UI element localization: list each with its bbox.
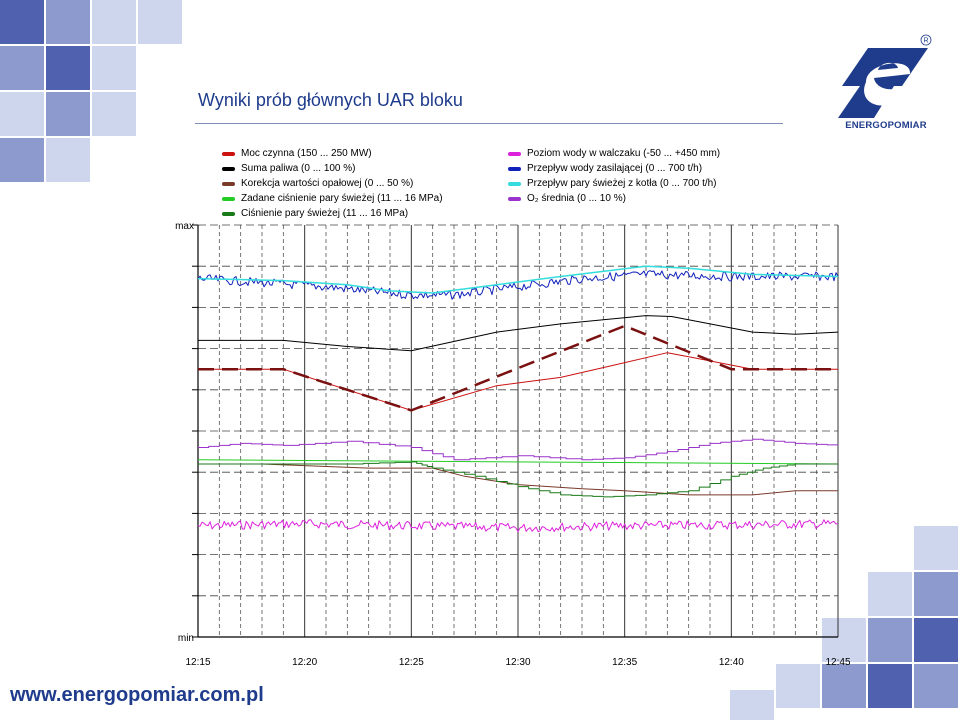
decorative-square (0, 138, 44, 182)
legend-swatch (508, 196, 521, 201)
series-line (198, 463, 838, 496)
series-line (198, 315, 839, 352)
series-line (197, 270, 839, 300)
legend-swatch (222, 211, 235, 216)
legend-item: Przepływ wody zasilającej (0 ... 700 t/h… (508, 161, 720, 176)
decorative-square (0, 46, 44, 90)
logo-wordmark: ENERGOPOMIAR (845, 120, 927, 131)
legend-label: Moc czynna (150 ... 250 MW) (241, 148, 372, 159)
legend-label: Poziom wody w walczaku (-50 ... +450 mm) (527, 148, 721, 159)
decorative-square (868, 664, 912, 708)
legend-item: Ciśnienie pary świeżej (11 ... 16 MPa) (222, 206, 443, 221)
energopomiar-logo: R (838, 34, 932, 118)
x-tick-label: 12:30 (505, 657, 530, 668)
decorative-square (46, 46, 90, 90)
series-line (197, 438, 839, 461)
decorative-square (0, 0, 44, 44)
chart-axes (192, 224, 838, 638)
chart-series (197, 265, 839, 533)
decorative-square (0, 92, 44, 136)
decorative-square (776, 664, 820, 708)
y-tick-label: min (178, 633, 194, 644)
legend-label: Suma paliwa (0 ... 100 %) (241, 163, 356, 174)
registered-letter: R (923, 38, 928, 45)
x-tick-label: 12:35 (612, 657, 637, 668)
registered-mark (920, 34, 932, 46)
website-url: www.energopomiar.com.pl (10, 684, 264, 706)
legend-right: Poziom wody w walczaku (-50 ... +450 mm)… (508, 146, 720, 206)
legend-swatch (222, 196, 235, 201)
series-line (197, 461, 838, 498)
decorative-square (46, 0, 90, 44)
legend-item: Przepływ pary świeżej z kotła (0 ... 700… (508, 176, 720, 191)
decorative-square (92, 92, 136, 136)
y-tick-label: max (175, 221, 194, 232)
legend-label: Ciśnienie pary świeżej (11 ... 16 MPa) (241, 208, 409, 219)
decorative-square (822, 618, 866, 662)
decorative-square (914, 526, 958, 570)
legend-label: Przepływ wody zasilającej (0 ... 700 t/h… (527, 163, 703, 174)
x-tick-label: 12:25 (399, 657, 424, 668)
legend-swatch (222, 166, 235, 171)
decorative-square (914, 618, 958, 662)
decorative-square (46, 138, 90, 182)
series-line (197, 459, 839, 465)
legend-label: Przepływ pary świeżej z kotła (0 ... 700… (527, 178, 717, 189)
page-title: Wyniki prób głównych UAR bloku (198, 90, 463, 110)
decorative-square (92, 0, 136, 44)
title-divider (195, 123, 783, 124)
x-tick-label: 12:20 (292, 657, 317, 668)
legend-item: Moc czynna (150 ... 250 MW) (222, 146, 443, 161)
legend-swatch (222, 181, 235, 186)
legend-item: Suma paliwa (0 ... 100 %) (222, 161, 443, 176)
decorative-square (868, 618, 912, 662)
series-line (198, 324, 838, 412)
legend-swatch (508, 166, 521, 171)
x-tick-label: 12:45 (825, 657, 850, 668)
decorative-square (868, 572, 912, 616)
legend-swatch (508, 151, 521, 156)
legend-label: Korekcja wartości opałowej (0 ... 50 %) (241, 178, 414, 189)
legend-label: Zadane ciśnienie pary świeżej (11 ... 16… (241, 193, 443, 204)
line-chart: max min 12:15 12:20 12:25 12:30 12:35 12:40 12:4… (175, 221, 850, 668)
legend-swatch (508, 181, 521, 186)
x-tick-label: 12:15 (185, 657, 210, 668)
logo-e-glyph (864, 62, 911, 106)
x-tick-label: 12:40 (719, 657, 744, 668)
chart-grid (197, 224, 839, 638)
chart-labels: max min 12:15 12:20 12:25 12:30 12:35 12:40 12:4… (175, 221, 850, 668)
decorative-square (138, 0, 182, 44)
decorative-square (92, 46, 136, 90)
decorative-square (914, 664, 958, 708)
legend-left: Moc czynna (150 ... 250 MW) Suma paliwa (… (222, 146, 443, 221)
legend-item: Poziom wody w walczaku (-50 ... +450 mm) (508, 146, 720, 161)
legend-swatch (222, 151, 235, 156)
legend-label: O₂ średnia (0 ... 10 %) (527, 193, 626, 204)
legend-item: Zadane ciśnienie pary świeżej (11 ... 16… (222, 191, 443, 206)
decorative-square (822, 664, 866, 708)
series-line (197, 519, 839, 533)
logo-shape (842, 48, 928, 86)
legend-item: O₂ średnia (0 ... 10 %) (508, 191, 720, 206)
decorative-square (730, 690, 774, 720)
legend-item: Korekcja wartości opałowej (0 ... 50 %) (222, 176, 443, 191)
series-line (197, 265, 839, 294)
decorative-square (46, 92, 90, 136)
decorative-square (914, 572, 958, 616)
